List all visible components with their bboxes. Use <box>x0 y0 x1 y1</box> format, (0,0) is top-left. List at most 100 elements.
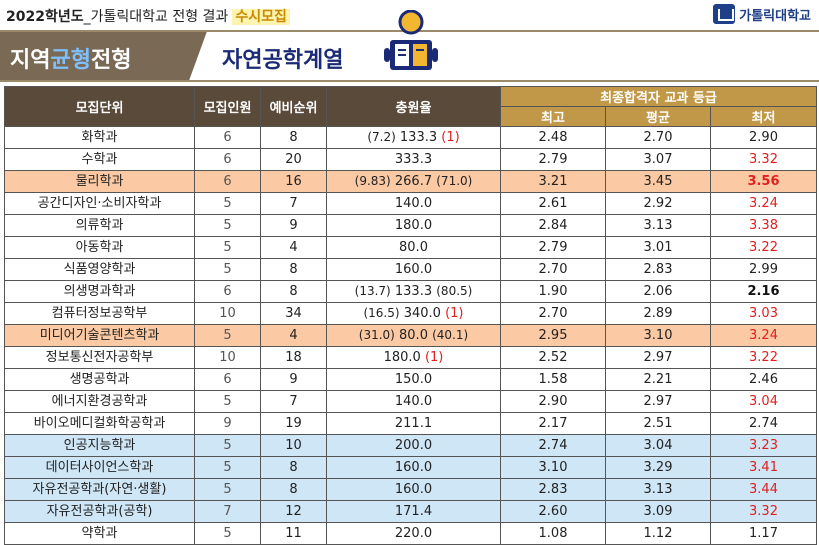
dept-cell: 자유전공학과(자연·생활) <box>4 478 195 501</box>
fill-rate-cell: 333.3 <box>326 148 501 171</box>
fill-rate-cell: 140.0 <box>326 192 501 215</box>
dept-cell: 공간디자인·소비자학과 <box>4 192 195 215</box>
dept-cell: 컴퓨터정보공학부 <box>4 302 195 325</box>
grade-max-cell: 2.79 <box>500 148 606 171</box>
fill-rate-cell: 160.0 <box>326 258 501 281</box>
quota-cell: 10 <box>194 302 261 325</box>
fill-rate-prefix: (31.0) <box>358 328 395 342</box>
fill-rate-cell: (7.2) 133.3 (1) <box>326 126 501 149</box>
header-quota: 모집인원 <box>194 86 261 127</box>
grade-min-cell: 3.38 <box>710 214 817 237</box>
fill-rate-value: 171.4 <box>394 504 433 519</box>
grade-avg-cell: 2.70 <box>605 126 711 149</box>
table-row: 자유전공학과(공학) 7 12 171.4 2.60 3.09 3.32 <box>4 500 817 523</box>
header-max: 최고 <box>500 106 606 127</box>
table-row: 데이터사이언스학과 5 8 160.0 3.10 3.29 3.41 <box>4 456 817 479</box>
fill-rate-cell: 180.0 (1) <box>326 346 501 369</box>
quota-cell: 6 <box>194 148 261 171</box>
grade-min-cell: 3.23 <box>710 434 817 457</box>
table-row: 미디어기술콘텐츠학과 5 4 (31.0) 80.0 (40.1) 2.95 3.10 3.… <box>4 324 817 347</box>
grade-max-cell: 2.95 <box>500 324 606 347</box>
table-row: 에너지환경공학과 5 7 140.0 2.90 2.97 3.04 <box>4 390 817 413</box>
fill-rate-cell: 160.0 <box>326 478 501 501</box>
waitlist-cell: 8 <box>260 478 327 501</box>
waitlist-cell: 4 <box>260 324 327 347</box>
grade-min-cell: 3.22 <box>710 346 817 369</box>
grade-max-cell: 3.21 <box>500 170 606 193</box>
waitlist-cell: 12 <box>260 500 327 523</box>
waitlist-cell: 19 <box>260 412 327 435</box>
quota-cell: 5 <box>194 236 261 259</box>
waitlist-cell: 10 <box>260 434 327 457</box>
waitlist-cell: 9 <box>260 368 327 391</box>
fill-rate-value: 160.0 <box>394 482 433 497</box>
fill-rate-cell: 150.0 <box>326 368 501 391</box>
quota-cell: 5 <box>194 478 261 501</box>
grade-max-cell: 2.61 <box>500 192 606 215</box>
fill-rate-suffix: (1) <box>445 306 464 321</box>
quota-cell: 5 <box>194 214 261 237</box>
grade-max-cell: 2.79 <box>500 236 606 259</box>
fill-rate-value: 180.0 <box>394 218 433 233</box>
university-logo: 가톨릭대학교 <box>713 4 811 24</box>
track-title-post: 전형 <box>90 48 132 73</box>
waitlist-cell: 8 <box>260 456 327 479</box>
quota-cell: 7 <box>194 500 261 523</box>
fill-rate-value: 220.0 <box>394 526 433 541</box>
dept-cell: 생명공학과 <box>4 368 195 391</box>
quota-cell: 5 <box>194 434 261 457</box>
grade-min-cell: 3.22 <box>710 236 817 259</box>
fill-rate-suffix: (40.1) <box>432 328 469 342</box>
grade-min-cell: 3.32 <box>710 500 817 523</box>
reading-person-icon <box>384 10 438 70</box>
grade-max-cell: 2.52 <box>500 346 606 369</box>
fill-rate-value: 266.7 <box>394 174 433 189</box>
fill-rate-cell: 180.0 <box>326 214 501 237</box>
table-row: 정보통신전자공학부 10 18 180.0 (1) 2.52 2.97 3.22 <box>4 346 817 369</box>
fill-rate-prefix: (9.83) <box>354 174 391 188</box>
dept-cell: 의류학과 <box>4 214 195 237</box>
grade-avg-cell: 3.04 <box>605 434 711 457</box>
grade-avg-cell: 2.21 <box>605 368 711 391</box>
grade-max-cell: 3.10 <box>500 456 606 479</box>
fill-rate-cell: 80.0 <box>326 236 501 259</box>
waitlist-cell: 18 <box>260 346 327 369</box>
grade-min-cell: 2.46 <box>710 368 817 391</box>
waitlist-cell: 11 <box>260 522 327 545</box>
fill-rate-cell: 160.0 <box>326 456 501 479</box>
grade-min-cell: 3.56 <box>710 170 817 193</box>
grade-min-cell: 3.44 <box>710 478 817 501</box>
waitlist-cell: 16 <box>260 170 327 193</box>
fill-rate-cell: (13.7) 133.3 (80.5) <box>326 280 501 303</box>
fill-rate-suffix: (1) <box>424 350 444 365</box>
table-row: 컴퓨터정보공학부 10 34 (16.5) 340.0 (1) 2.70 2.89 3.03 <box>4 302 817 325</box>
dept-cell: 바이오메디컬화학공학과 <box>4 412 195 435</box>
fill-rate-prefix: (7.2) <box>367 130 396 144</box>
dept-cell: 정보통신전자공학부 <box>4 346 195 369</box>
header-subtitle: _가톨릭대학교 전형 결과 <box>83 9 229 25</box>
grade-avg-cell: 3.13 <box>605 214 711 237</box>
grade-min-cell: 3.32 <box>710 148 817 171</box>
grade-avg-cell: 3.13 <box>605 478 711 501</box>
table-row: 아동학과 5 4 80.0 2.79 3.01 3.22 <box>4 236 817 259</box>
dept-cell: 자유전공학과(공학) <box>4 500 195 523</box>
fill-rate-value: 160.0 <box>394 262 433 277</box>
fill-rate-value: 140.0 <box>394 394 433 409</box>
admission-results-table: 모집단위 모집인원 예비순위 충원율 최종합격자 교과 등급 최고 평균 최저 … <box>4 86 817 545</box>
fill-rate-prefix: (13.7) <box>354 284 391 298</box>
grade-avg-cell: 3.45 <box>605 170 711 193</box>
page-header-line: 2022학년도_가톨릭대학교 전형 결과 수시모집 <box>6 6 290 26</box>
track-title-mid: 균형 <box>50 48 91 73</box>
table-row: 바이오메디컬화학공학과 9 19 211.1 2.17 2.51 2.74 <box>4 412 817 435</box>
grade-avg-cell: 2.83 <box>605 258 711 281</box>
grade-min-cell: 3.24 <box>710 324 817 347</box>
table-row: 수학과 6 20 333.3 2.79 3.07 3.32 <box>4 148 817 171</box>
quota-cell: 10 <box>194 346 261 369</box>
table-row: 공간디자인·소비자학과 5 7 140.0 2.61 2.92 3.24 <box>4 192 817 215</box>
dept-cell: 미디어기술콘텐츠학과 <box>4 324 195 347</box>
grade-max-cell: 1.58 <box>500 368 606 391</box>
dept-cell: 아동학과 <box>4 236 195 259</box>
dept-cell: 에너지환경공학과 <box>4 390 195 413</box>
grade-max-cell: 2.90 <box>500 390 606 413</box>
logo-text: 가톨릭대학교 <box>739 8 811 24</box>
